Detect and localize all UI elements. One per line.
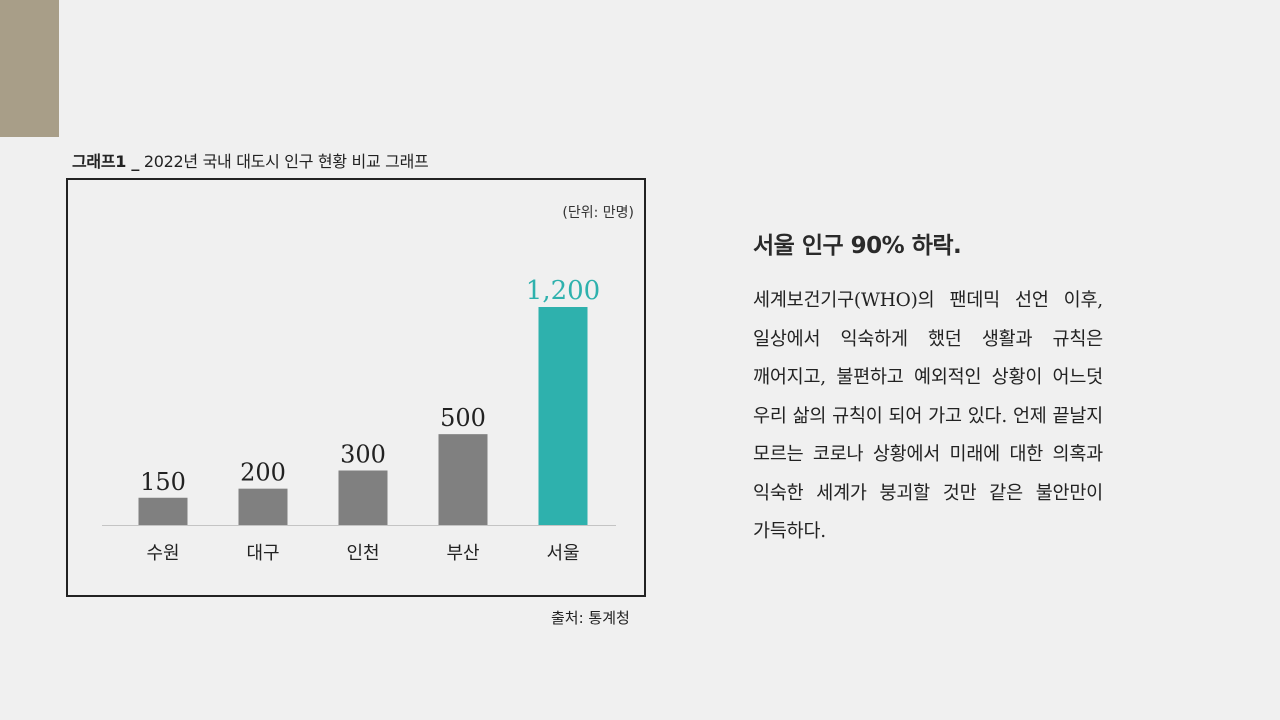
- value-label-부산: 500: [440, 404, 486, 432]
- category-label-서울: 서울: [546, 543, 579, 564]
- category-label-대구: 대구: [246, 543, 279, 564]
- chart-frame: (단위: 만명) 150 수원 200 대구 300 인천 500 부산 1,200 서울: [66, 178, 646, 597]
- panel-title: 서울 인구 90% 하락.: [753, 233, 962, 259]
- bar-부산: [438, 434, 488, 525]
- panel-body: 세계보건기구(WHO)의 팬데믹 선언 이후, 일상에서 익숙하게 했던 생활과…: [753, 290, 1103, 542]
- value-label-대구: 200: [240, 459, 286, 487]
- source-note: 출처: 통계청: [551, 609, 630, 627]
- value-label-수원: 150: [140, 468, 186, 496]
- bar-수원: [138, 497, 188, 525]
- chart-heading: 그래프1 _ 2022년 국내 대도시 인구 현황 비교 그래프: [72, 148, 429, 172]
- unit-note: (단위: 만명): [562, 205, 634, 221]
- category-label-수원: 수원: [146, 543, 179, 564]
- chart-heading-label: 그래프1 _: [72, 152, 140, 171]
- bar-인천: [338, 470, 388, 525]
- category-label-부산: 부산: [446, 543, 479, 564]
- decorative-accent-block: [0, 0, 59, 137]
- text-panel: 서울 인구 90% 하락. 세계보건기구(WHO)의 팬데믹 선언 이후, 일상…: [753, 226, 1103, 552]
- category-label-인천: 인천: [346, 543, 379, 564]
- value-label-인천: 300: [340, 441, 386, 469]
- bar-서울: [538, 307, 588, 525]
- chart-title: 2022년 국내 대도시 인구 현황 비교 그래프: [143, 152, 429, 171]
- bar-대구: [238, 488, 288, 525]
- value-label-서울: 1,200: [526, 276, 600, 306]
- bar-chart: 150 수원 200 대구 300 인천 500 부산 1,200 서울: [102, 276, 616, 564]
